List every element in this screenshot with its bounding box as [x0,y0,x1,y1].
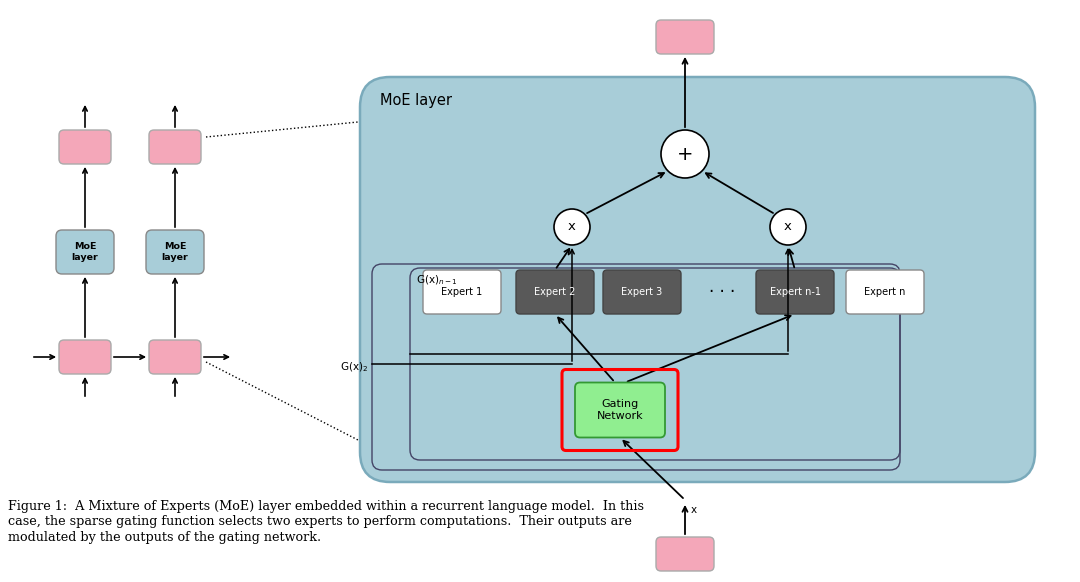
FancyBboxPatch shape [756,270,834,314]
Text: x: x [691,505,697,515]
Text: Expert 1: Expert 1 [442,287,483,297]
Text: Figure 1:  A Mixture of Experts (MoE) layer embedded within a recurrent language: Figure 1: A Mixture of Experts (MoE) lay… [8,500,644,513]
FancyBboxPatch shape [59,340,111,374]
FancyBboxPatch shape [360,77,1035,482]
Text: modulated by the outputs of the gating network.: modulated by the outputs of the gating n… [8,531,321,544]
FancyBboxPatch shape [149,130,201,164]
FancyBboxPatch shape [56,230,114,274]
Text: case, the sparse gating function selects two experts to perform computations.  T: case, the sparse gating function selects… [8,516,632,528]
Text: Expert n: Expert n [864,287,906,297]
Circle shape [770,209,806,245]
FancyBboxPatch shape [149,340,201,374]
FancyBboxPatch shape [656,537,714,571]
FancyBboxPatch shape [575,382,665,438]
FancyBboxPatch shape [846,270,924,314]
Text: · · ·: · · · [708,283,735,301]
FancyBboxPatch shape [516,270,594,314]
FancyBboxPatch shape [603,270,681,314]
Text: Expert n-1: Expert n-1 [769,287,821,297]
Text: Expert 3: Expert 3 [621,287,663,297]
Text: MoE
layer: MoE layer [71,242,98,262]
Text: MoE layer: MoE layer [380,93,453,108]
Circle shape [661,130,708,178]
Text: +: + [677,144,693,164]
FancyBboxPatch shape [59,130,111,164]
Text: x: x [568,221,576,233]
Text: Expert 2: Expert 2 [535,287,576,297]
Text: Gating
Network: Gating Network [596,399,644,421]
Text: MoE
layer: MoE layer [162,242,188,262]
FancyBboxPatch shape [423,270,501,314]
Text: x: x [784,221,792,233]
FancyBboxPatch shape [656,20,714,54]
FancyBboxPatch shape [146,230,204,274]
Text: G(x)$_2$: G(x)$_2$ [340,360,368,374]
Circle shape [554,209,590,245]
Text: G(x)$_{n-1}$: G(x)$_{n-1}$ [416,273,458,286]
